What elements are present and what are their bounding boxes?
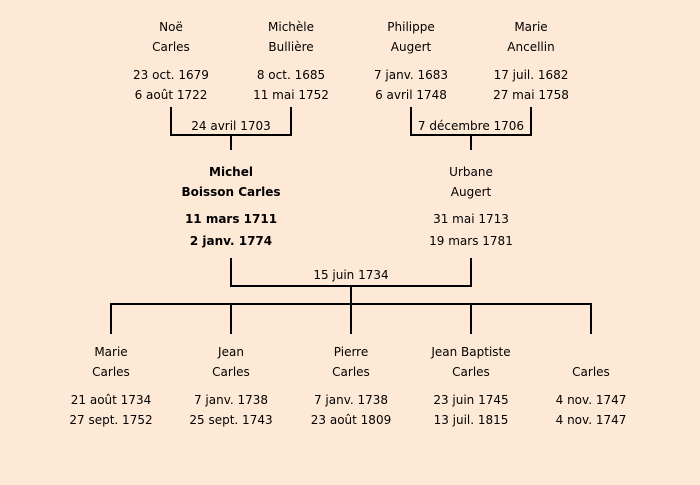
first-name: Jean Baptiste	[431, 345, 511, 359]
birth-date: 7 janv. 1683	[373, 68, 449, 82]
last-name: Carles	[572, 365, 610, 379]
connector-line	[410, 107, 412, 136]
birth-date: 8 oct. 1685	[256, 68, 326, 82]
connector-line	[170, 107, 172, 136]
last-name: Augert	[390, 40, 432, 54]
first-name: Philippe	[387, 20, 435, 34]
first-name: Urbane	[449, 165, 493, 179]
death-date: 23 août 1809	[310, 413, 392, 427]
connector-line	[470, 134, 472, 150]
last-name: Carles	[332, 365, 370, 379]
last-name: Carles	[152, 40, 190, 54]
first-name: Jean	[218, 345, 244, 359]
connector-line	[590, 303, 592, 334]
last-name: Carles	[212, 365, 250, 379]
connector-line	[350, 285, 352, 305]
marriage-date: 15 juin 1734	[313, 268, 389, 282]
connector-line	[230, 258, 232, 287]
birth-date: 7 janv. 1738	[193, 393, 269, 407]
death-date: 13 juil. 1815	[433, 413, 509, 427]
marriage-date: 24 avril 1703	[191, 119, 271, 133]
connector-line	[290, 107, 292, 136]
first-name: Marie	[94, 345, 128, 359]
last-name: Boisson Carles	[181, 185, 281, 199]
birth-date: 21 août 1734	[70, 393, 152, 407]
connector-line	[530, 107, 532, 136]
connector-line	[350, 303, 352, 334]
connector-line	[110, 303, 112, 334]
death-date: 6 août 1722	[134, 88, 208, 102]
connector-line	[470, 303, 472, 334]
death-date: 27 sept. 1752	[69, 413, 153, 427]
birth-date: 4 nov. 1747	[555, 393, 627, 407]
marriage-date: 7 décembre 1706	[417, 119, 525, 133]
birth-date: 17 juil. 1682	[493, 68, 569, 82]
death-date: 6 avril 1748	[375, 88, 447, 102]
connector-line	[230, 303, 232, 334]
birth-date: 23 oct. 1679	[133, 68, 209, 82]
first-name: Noë	[159, 20, 183, 34]
first-name: Michel	[209, 165, 253, 179]
death-date: 11 mai 1752	[253, 88, 329, 102]
birth-date: 11 mars 1711	[184, 212, 278, 226]
first-name: Michèle	[268, 20, 314, 34]
last-name: Carles	[92, 365, 130, 379]
death-date: 27 mai 1758	[493, 88, 569, 102]
last-name: Carles	[452, 365, 490, 379]
birth-date: 31 mai 1713	[433, 212, 509, 226]
birth-date: 7 janv. 1738	[313, 393, 389, 407]
last-name: Augert	[450, 185, 492, 199]
last-name: Ancellin	[507, 40, 555, 54]
death-date: 19 mars 1781	[429, 234, 513, 248]
first-name: Marie	[514, 20, 548, 34]
connector-line	[470, 258, 472, 287]
birth-date: 23 juin 1745	[433, 393, 509, 407]
first-name: Pierre	[333, 345, 369, 359]
connector-line	[230, 134, 232, 150]
last-name: Bullière	[268, 40, 314, 54]
death-date: 4 nov. 1747	[555, 413, 627, 427]
death-date: 2 janv. 1774	[189, 234, 273, 248]
death-date: 25 sept. 1743	[189, 413, 273, 427]
